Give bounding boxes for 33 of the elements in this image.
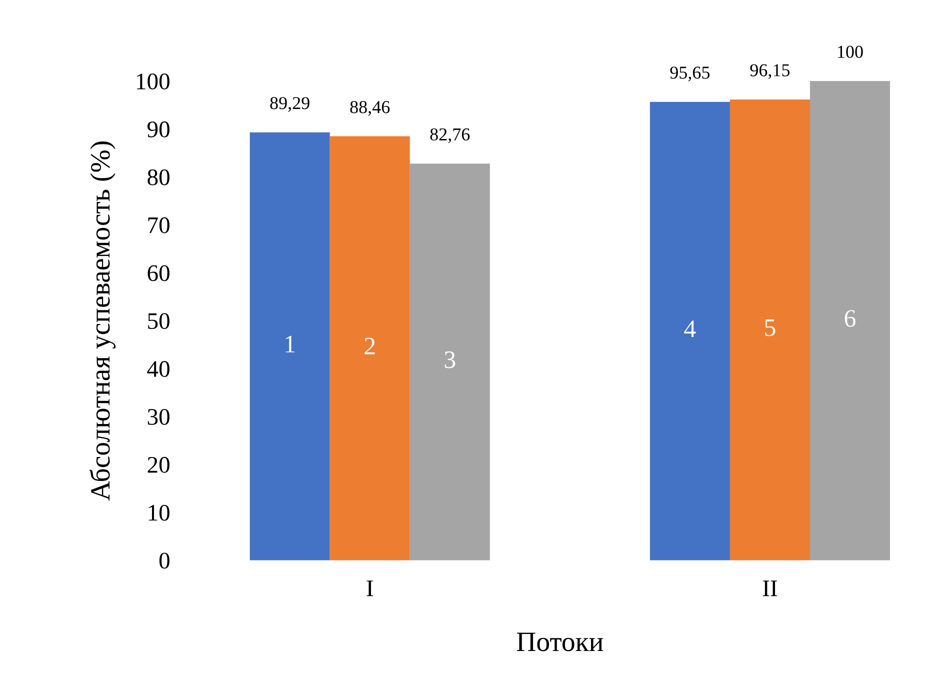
y-tick-label: 0 <box>159 552 170 569</box>
y-tick-label: 10 <box>148 504 170 521</box>
y-tick-label: 50 <box>148 313 170 330</box>
annotation: 3 <box>444 351 456 368</box>
data-label: 82,76 <box>430 128 470 144</box>
annotation: 2 <box>364 338 375 354</box>
y-axis-title: Абсолютная успеваемость (%) <box>90 142 116 501</box>
x-axis-title: Потоки <box>516 632 604 652</box>
bar <box>330 136 410 560</box>
bar <box>250 132 330 560</box>
data-label: 95,65 <box>670 66 710 82</box>
data-label: 88,46 <box>350 101 390 116</box>
annotation: 5 <box>765 319 776 336</box>
y-tick-label: 60 <box>148 265 170 282</box>
y-tick-label: 80 <box>148 169 170 186</box>
y-tick-label: 20 <box>148 456 170 473</box>
bar <box>650 102 730 560</box>
y-tick-label: 90 <box>148 121 170 138</box>
data-label: 89,29 <box>270 97 310 112</box>
data-label: 100 <box>838 46 863 58</box>
y-tick-label: 30 <box>148 408 170 425</box>
annotation: 1 <box>286 336 295 352</box>
y-tick-label: 70 <box>148 217 170 234</box>
y-tick-label: 100 <box>137 73 170 90</box>
annotation: 4 <box>684 320 696 338</box>
x-tick-label: I <box>366 580 373 596</box>
annotation: 6 <box>844 310 856 327</box>
bar <box>810 81 890 560</box>
data-label: 96,15 <box>750 64 790 79</box>
x-tick-label: II <box>762 580 778 596</box>
bar <box>410 164 490 560</box>
bar <box>730 99 810 560</box>
y-tick-label: 40 <box>147 361 170 377</box>
